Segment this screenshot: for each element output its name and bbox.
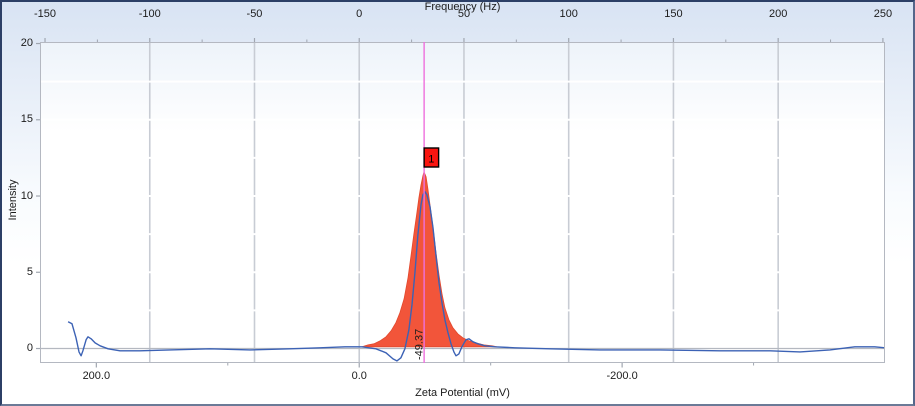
bottom-axis-tick-label: 0.0 <box>351 370 367 382</box>
y-axis-tick-label: 10 <box>20 189 33 202</box>
top-axis-tick-label: 150 <box>664 8 683 20</box>
fitted-peak-distribution <box>361 170 497 348</box>
top-axis-tick-label: 250 <box>873 8 893 20</box>
plot-area[interactable]: -49.37 1 <box>36 38 886 368</box>
peak-marker-box[interactable] <box>423 147 440 168</box>
bottom-axis-tick-label: 200.0 <box>82 370 111 382</box>
frequency-spectrum <box>67 191 886 362</box>
top-axis-tick-label: -50 <box>246 8 263 20</box>
plot-background <box>40 42 885 363</box>
y-axis-tick-label: 15 <box>20 113 33 126</box>
y-axis-tick-label: 20 <box>20 37 33 50</box>
top-axis-tick-label: 0 <box>356 8 363 20</box>
top-axis-tick-label: 100 <box>559 8 578 20</box>
peak-marker-label: 1 <box>428 154 434 166</box>
y-axis-tick-label: 0 <box>26 342 33 354</box>
plot-border <box>40 42 885 363</box>
cursor-value-annotation: -49.37 <box>414 329 426 360</box>
bottom-axis-tick-label: -200.0 <box>606 370 638 382</box>
top-axis-tick-label: 200 <box>768 8 788 20</box>
top-axis-tick-label: -100 <box>138 8 161 20</box>
y-axis-tick-label: 5 <box>26 265 33 278</box>
top-axis-tick-label: 50 <box>457 8 471 20</box>
bottom-axis-title: Zeta Potential (mV) <box>415 387 510 399</box>
top-axis-title: Frequency (Hz) <box>424 1 501 13</box>
top-axis-tick-label: -150 <box>34 8 57 20</box>
